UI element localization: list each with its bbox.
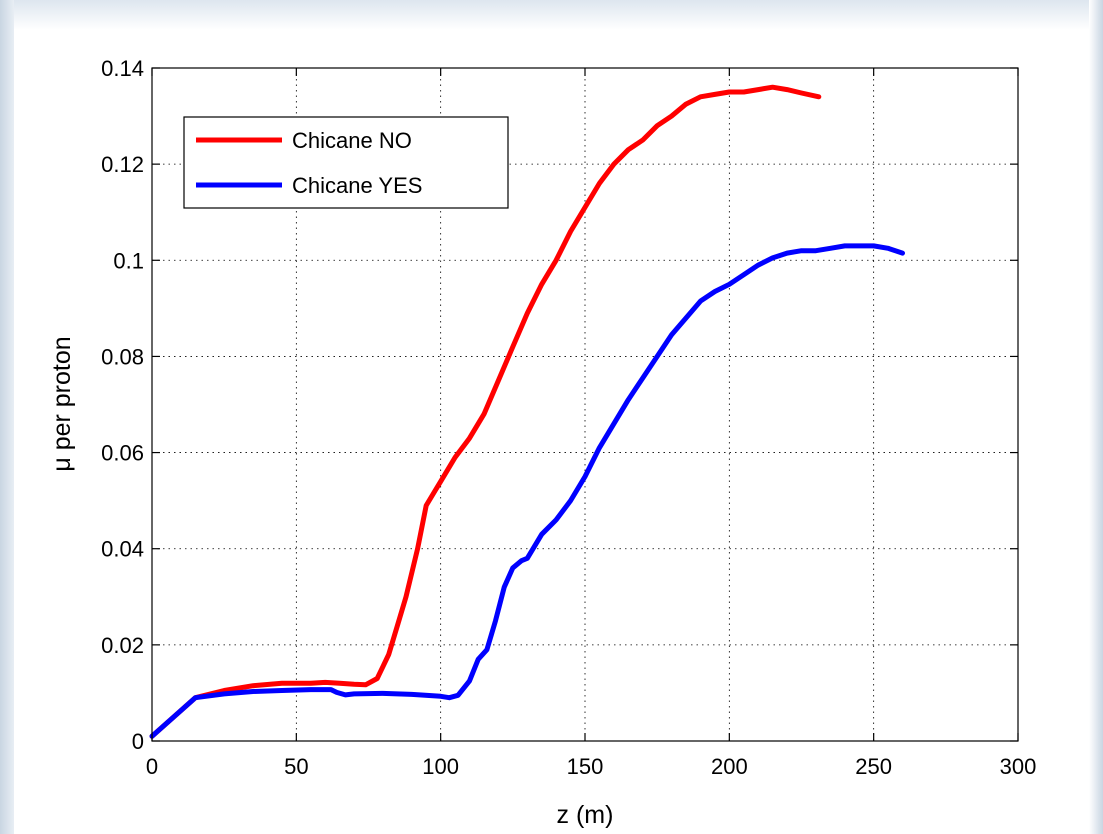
x-tick-label: 250 [855, 754, 892, 779]
x-tick-label: 300 [1000, 754, 1037, 779]
slide-background-right [1089, 0, 1103, 834]
legend-label: Chicane YES [292, 173, 422, 198]
legend-box [183, 116, 509, 209]
x-tick-label: 150 [567, 754, 604, 779]
ticks: 0 50 100 150 200 250 300 0 0.02 0.04 0.06 0.08 0.1 0.… [101, 56, 1036, 779]
legend: Chicane NO Chicane YES [183, 116, 509, 209]
grid [152, 68, 1018, 741]
y-tick-label: 0.06 [101, 441, 144, 466]
y-tick-label: 0 [132, 729, 144, 754]
series-line-chicane-yes [149, 243, 905, 739]
y-tick-label: 0.04 [101, 537, 144, 562]
legend-label: Chicane NO [292, 128, 412, 153]
x-tick-label: 0 [146, 754, 158, 779]
x-tick-label: 200 [711, 754, 748, 779]
slide-background-top [0, 0, 1103, 30]
slide-background-left [0, 0, 14, 834]
x-axis-label: z (m) [557, 801, 614, 829]
y-axis-label: μ per proton [48, 336, 76, 471]
series-line-chicane-no [149, 84, 822, 739]
x-tick-label: 100 [422, 754, 459, 779]
x-tick-label: 50 [284, 754, 308, 779]
y-tick-label: 0.12 [101, 152, 144, 177]
y-tick-label: 0.1 [113, 248, 144, 273]
y-tick-label: 0.14 [101, 56, 144, 81]
series-lines [149, 84, 905, 739]
y-tick-label: 0.02 [101, 633, 144, 658]
y-tick-label: 0.08 [101, 344, 144, 369]
